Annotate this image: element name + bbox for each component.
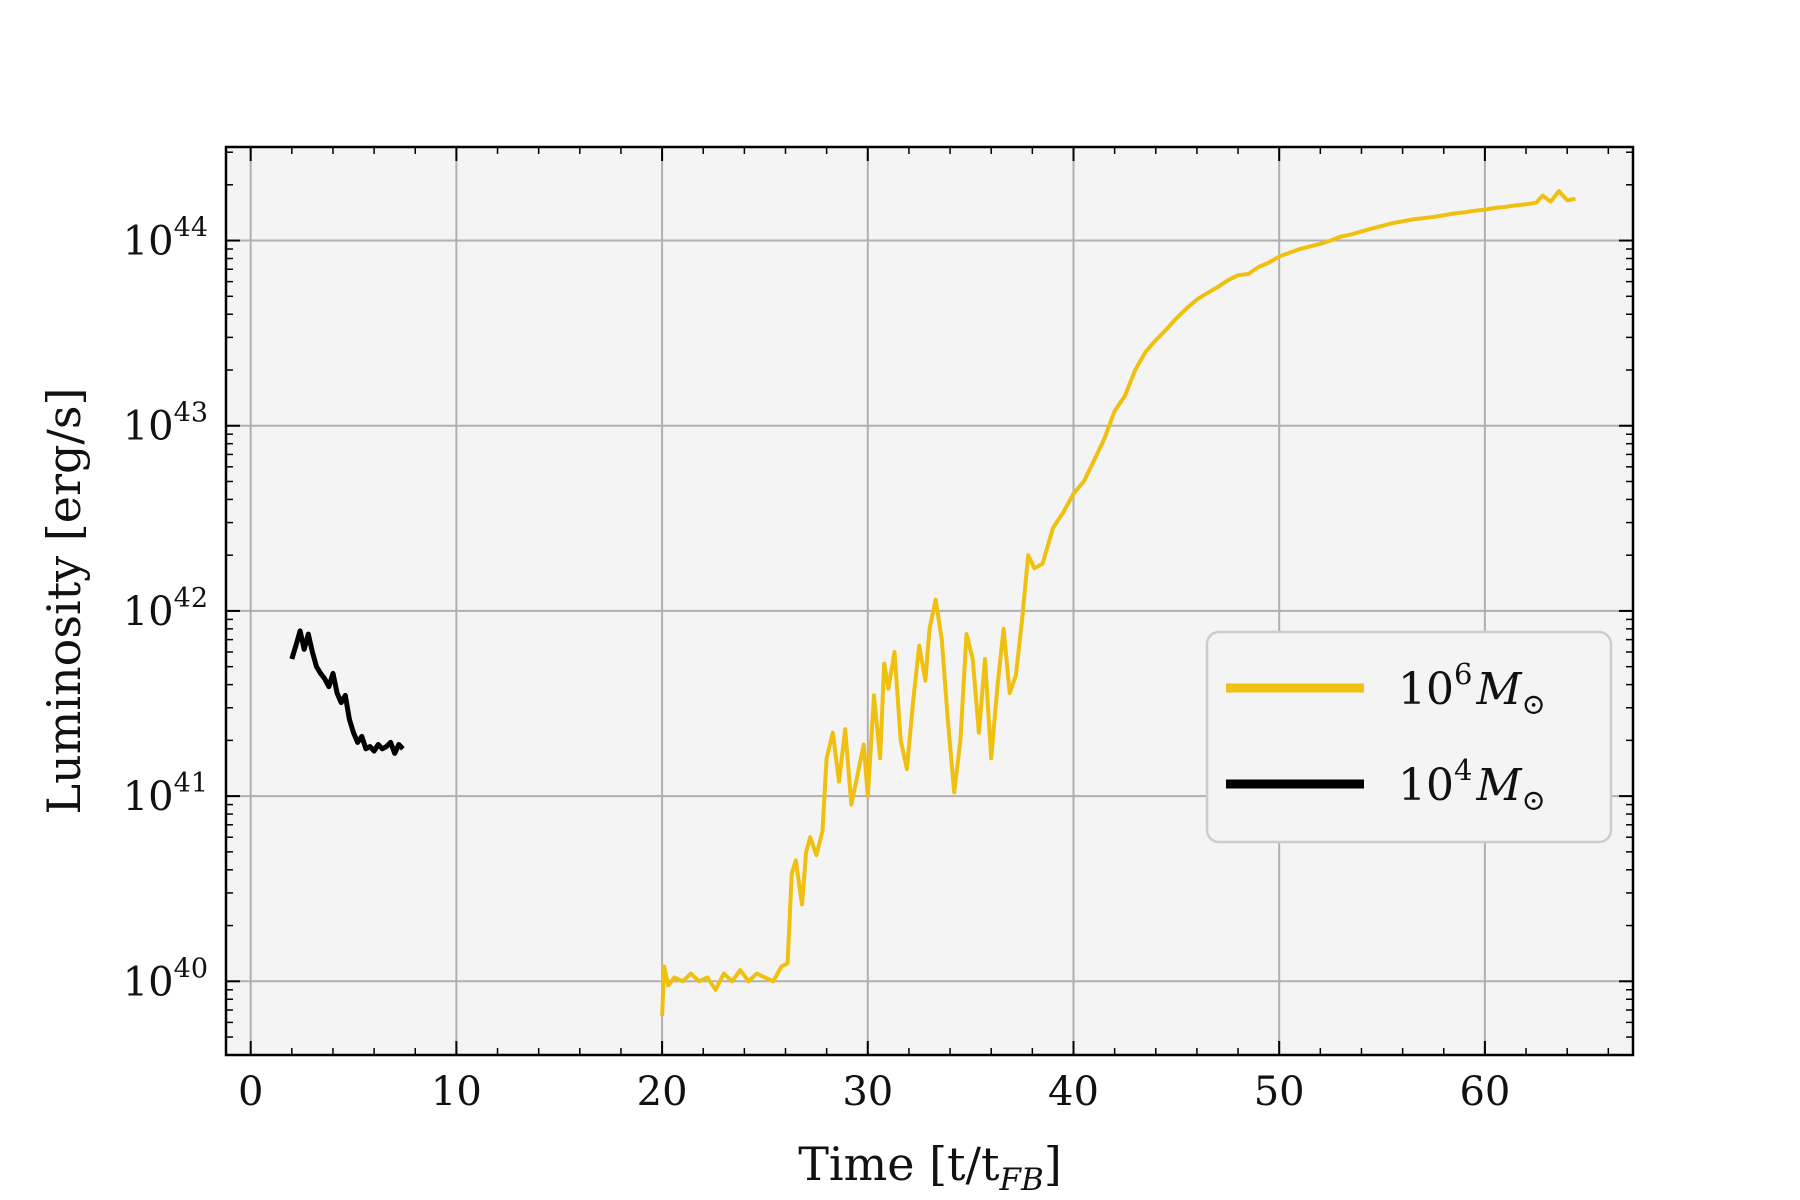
y-tick-label-3: 1043: [123, 398, 208, 450]
y-tick-label-2: 1042: [123, 583, 208, 635]
legend-label-10-6: 106M⊙: [1398, 657, 1546, 721]
series-line-0: [660, 189, 1576, 1017]
legend: 106M⊙ 104M⊙: [1205, 630, 1613, 844]
axis-ticks: [226, 147, 1633, 1056]
y-axis-label: Luminosity [erg/s]: [37, 388, 91, 815]
x-tick-label-0: 0: [238, 1069, 263, 1115]
x-tick-label-50: 50: [1254, 1069, 1305, 1115]
y-tick-label-0: 1040: [123, 953, 208, 1005]
tick-labels: 0 10 20 30 40 50 60 1040 1041 1042 1043 1044: [123, 213, 1511, 1115]
legend-label-10-4: 104M⊙: [1398, 753, 1546, 817]
plot-background: [226, 147, 1633, 1055]
y-tick-label-1: 1041: [123, 768, 208, 820]
x-tick-label-20: 20: [637, 1069, 688, 1115]
y-tick-label-4: 1044: [123, 213, 208, 265]
series-line-1: [289, 628, 405, 756]
x-tick-label-60: 60: [1459, 1069, 1510, 1115]
series-layer: [289, 189, 1576, 1017]
x-axis-label: Time [t/tFB]: [798, 1137, 1062, 1198]
x-tick-label-30: 30: [842, 1069, 893, 1115]
x-tick-label-40: 40: [1048, 1069, 1099, 1115]
x-tick-label-10: 10: [431, 1069, 482, 1115]
plot-frame: [224, 145, 1635, 1057]
